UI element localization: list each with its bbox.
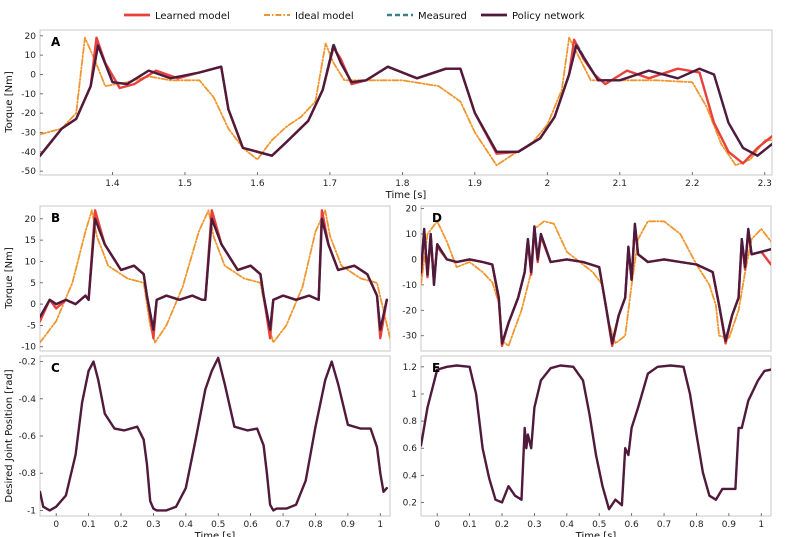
panel-E: 1.2 1 0.8 0.6 0.4 0.2 0 0.1 0.2 0.3 0.4 0.5 0.6 0.7 0.…	[403, 355, 772, 537]
panel-label-A: A	[51, 35, 61, 49]
series-line-E-policy-network	[421, 364, 771, 511]
ytick-label-C: -1	[27, 506, 36, 516]
xtick-label-C: 0.1	[81, 520, 95, 530]
ytick-label-A: -20	[21, 109, 36, 119]
xaxis-label-C: Time [s]	[194, 531, 236, 537]
xtick-label-E: 0.1	[462, 520, 476, 530]
xtick-label-C: 1	[377, 520, 383, 530]
ytick-label-E: 0.2	[403, 498, 417, 508]
xtick-label-E: 0.2	[495, 520, 509, 530]
ytick-label-A: -10	[21, 90, 36, 100]
xtick-label-E: 0.3	[527, 520, 541, 530]
panel-D: 20 10 0 -10 -20 -30 D	[402, 205, 772, 352]
xtick-label-C: 0.6	[243, 520, 258, 530]
series-line-A-policy-network	[40, 44, 772, 157]
xtick-label-E: 1	[758, 520, 764, 530]
panel-A: 20 10 0 -10 -20 -30 -40 -50 1.4 1.5 1.6 1.7 1.8 1.9 2 2…	[4, 29, 773, 201]
ytick-label-C: -0.8	[18, 469, 36, 479]
xtick-label-A: 2.2	[685, 179, 699, 189]
xaxis-label-E: Time [s]	[575, 531, 617, 537]
xtick-label-C: 0.4	[179, 520, 194, 530]
xtick-label-C: 0.7	[276, 520, 290, 530]
legend-label-1: Learned model	[155, 11, 230, 22]
xtick-label-C: 0.2	[114, 520, 128, 530]
ytick-label-A: 20	[25, 32, 37, 42]
xtick-label-E: 0	[434, 520, 440, 530]
ytick-label-E: 1.2	[403, 363, 417, 373]
ytick-label-D: 10	[406, 230, 418, 240]
ytick-label-E: 0.8	[403, 417, 418, 427]
ytick-label-B: -5	[27, 321, 36, 331]
xtick-label-A: 1.6	[250, 179, 265, 189]
panel-label-D: D	[432, 211, 442, 225]
xtick-label-C: 0.3	[146, 520, 160, 530]
panel-label-B: B	[51, 211, 60, 225]
ytick-label-A: -50	[21, 167, 36, 177]
series-line-D-policy-network	[421, 222, 771, 345]
ytick-label-D: -10	[402, 281, 417, 291]
legend-label-2: Ideal model	[295, 11, 354, 22]
ytick-label-B: 15	[25, 236, 36, 246]
panel-label-E: E	[432, 361, 440, 375]
legend: Learned model Ideal model Measured Policy n…	[124, 11, 585, 22]
ytick-label-C: -0.6	[18, 432, 36, 442]
xtick-label-C: 0	[53, 520, 59, 530]
xtick-label-E: 0.4	[560, 520, 575, 530]
series-line-C-policy-network	[40, 356, 388, 512]
xtick-label-A: 1.7	[323, 179, 337, 189]
ytick-label-A: -30	[21, 128, 36, 138]
plot-frame-D	[420, 205, 772, 352]
panel-label-C: C	[51, 361, 60, 375]
ytick-label-B: 10	[25, 257, 37, 267]
ytick-label-E: 0.4	[403, 471, 418, 481]
series-line-B-policy-network	[40, 217, 388, 331]
panel-B: 20 15 10 5 0 -5 -10 B Torque [Nm]	[4, 205, 391, 353]
ytick-label-D: 0	[411, 255, 417, 265]
xtick-label-E: 0.5	[592, 520, 606, 530]
ytick-label-C: -0.2	[18, 358, 36, 368]
ytick-label-C: -0.4	[18, 395, 36, 405]
yaxis-label-B: Torque [Nm]	[4, 247, 15, 310]
xtick-label-A: 1.9	[468, 179, 483, 189]
legend-label-4: Policy network	[512, 11, 585, 22]
legend-label-3: Measured	[418, 11, 467, 22]
xtick-label-E: 0.8	[689, 520, 704, 530]
ytick-label-D: -20	[402, 306, 417, 316]
ytick-label-E: 1	[411, 390, 417, 400]
ytick-label-B: 20	[25, 215, 37, 225]
xtick-label-A: 2.1	[613, 179, 627, 189]
ytick-label-B: 0	[30, 300, 36, 310]
xtick-label-E: 0.6	[624, 520, 639, 530]
yaxis-label-C: Desired Joint Position [rad]	[4, 369, 15, 502]
xtick-label-C: 0.8	[308, 520, 323, 530]
xtick-label-A: 2.3	[758, 179, 772, 189]
ytick-label-B: 5	[30, 279, 36, 289]
yaxis-label-A: Torque [Nm]	[4, 71, 15, 134]
xaxis-label-A: Time [s]	[385, 190, 427, 201]
xtick-label-A: 2	[544, 179, 550, 189]
ytick-label-D: 20	[406, 205, 418, 215]
xtick-label-A: 1.5	[178, 179, 192, 189]
xtick-label-E: 0.9	[722, 520, 737, 530]
xtick-label-E: 0.7	[657, 520, 671, 530]
ytick-label-B: -10	[21, 343, 36, 353]
ytick-label-A: 0	[30, 70, 36, 80]
plot-frame-E	[420, 355, 772, 517]
ytick-label-E: 0.6	[403, 444, 418, 454]
ytick-label-A: -40	[21, 148, 36, 158]
plot-frame-A	[39, 29, 773, 176]
xtick-label-C: 0.9	[341, 520, 356, 530]
xtick-label-C: 0.5	[211, 520, 225, 530]
ytick-label-D: -30	[402, 332, 417, 342]
series-line-D-ideal-model	[421, 220, 771, 347]
xtick-label-A: 1.4	[105, 179, 120, 189]
ytick-label-A: 10	[25, 51, 37, 61]
xtick-label-A: 1.8	[395, 179, 410, 189]
panel-C: -0.2 -0.4 -0.6 -0.8 -1 0 0.1 0.2 0.3 0.4 0.5 0.6 0.7…	[4, 355, 391, 537]
